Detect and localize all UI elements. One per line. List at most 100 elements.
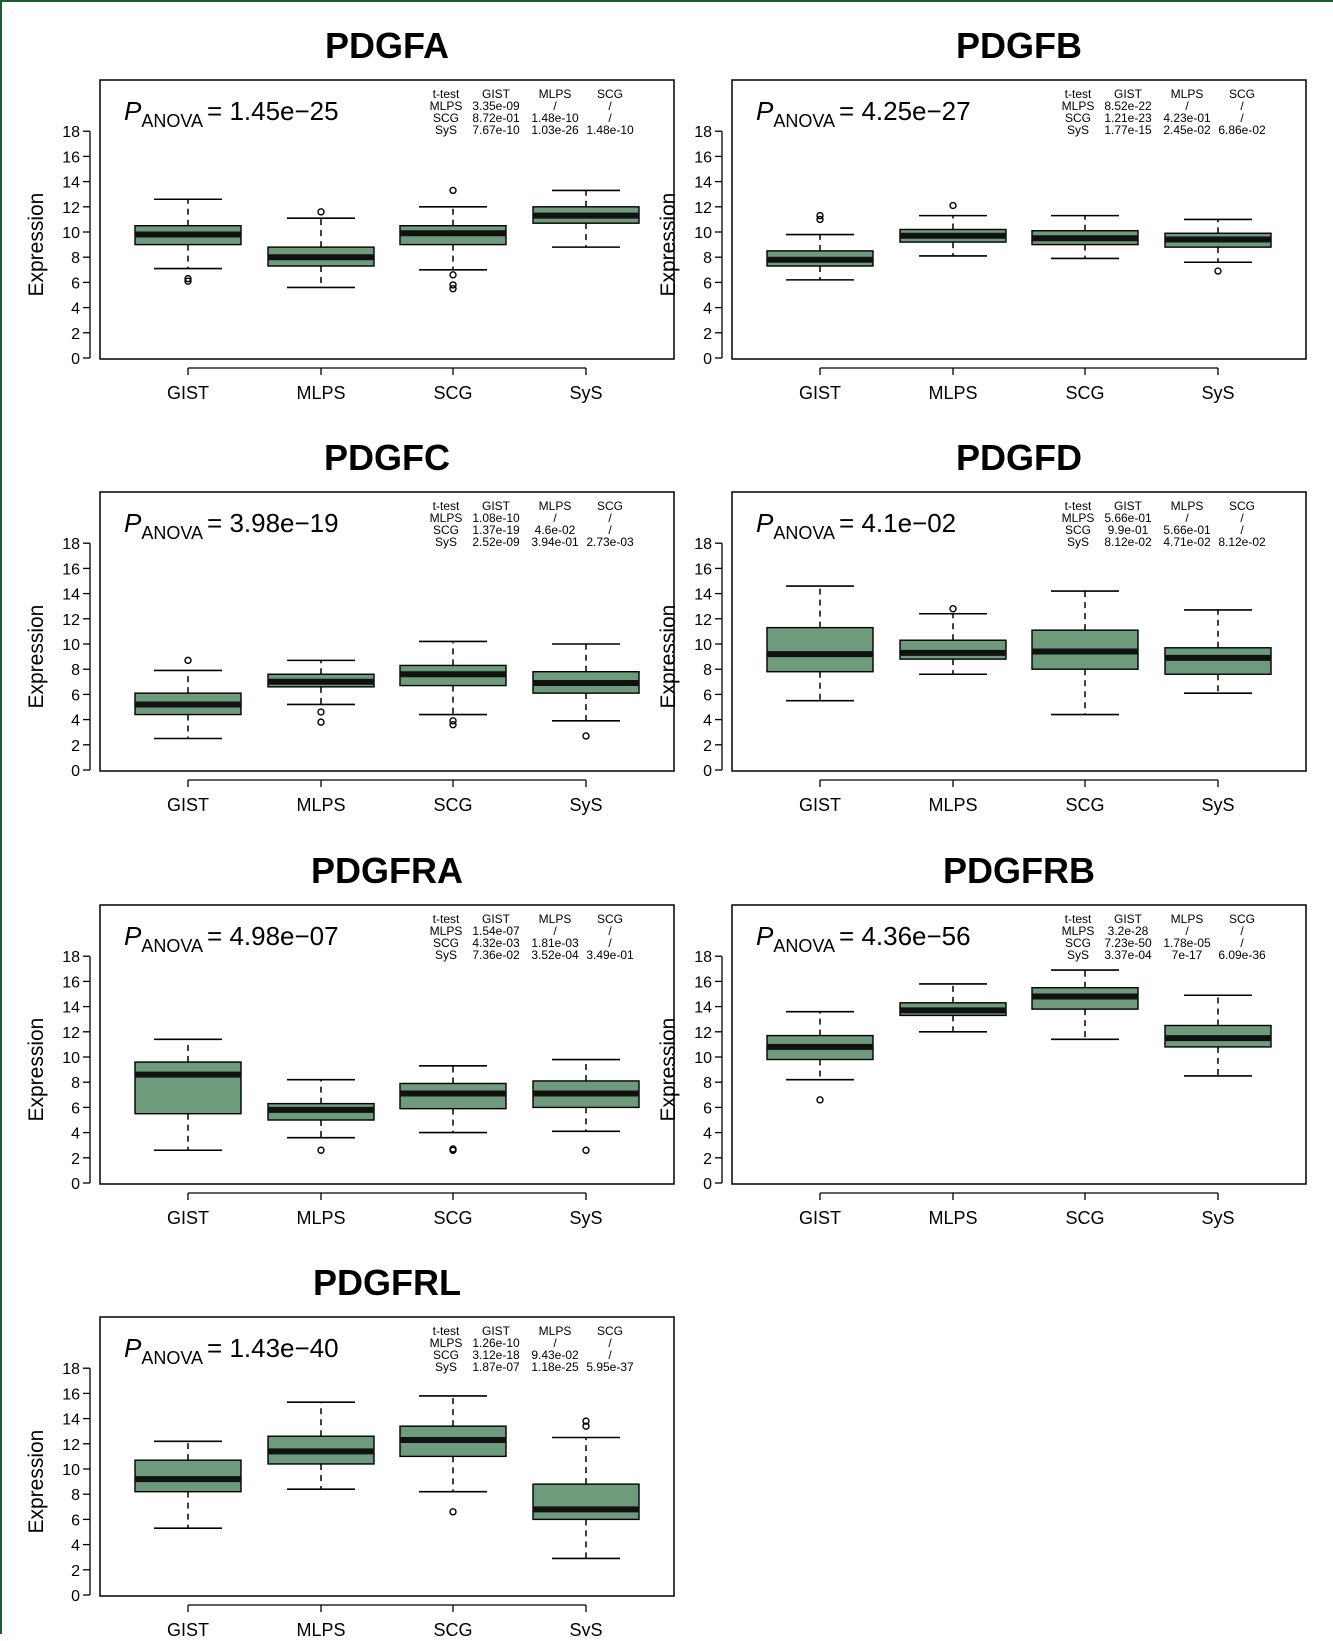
y-tick-label: 10 <box>694 225 712 242</box>
box-gist <box>134 198 242 285</box>
anova-value: = 4.98e−07 <box>207 921 339 951</box>
anova-pvalue: PANOVA = 4.36e−56 <box>756 921 971 956</box>
ttest-cell: 8.12e-02 <box>1104 535 1152 549</box>
x-tick-label: MLPS <box>296 383 345 403</box>
ttest-cell: / <box>608 523 612 537</box>
y-tick-label: 18 <box>694 124 712 141</box>
ttest-cell: GIST <box>482 499 511 513</box>
ttest-cell: SCG <box>1229 499 1255 513</box>
x-tick-label: MLPS <box>296 795 345 815</box>
box-sys <box>532 189 640 248</box>
ttest-cell: / <box>1185 99 1189 113</box>
plot-frame <box>99 904 675 1185</box>
anova-pvalue: PANOVA = 4.25e−27 <box>756 96 971 131</box>
y-tick-label: 2 <box>71 326 80 343</box>
outlier-point <box>816 215 824 224</box>
x-tick-label: GIST <box>799 1208 841 1228</box>
y-tick-label: 16 <box>62 149 80 166</box>
outlier-point <box>317 708 325 716</box>
ttest-cell: 9.9e-01 <box>1108 523 1149 537</box>
x-tick-label: SyS <box>1201 795 1234 815</box>
ttest-cell: SyS <box>435 535 457 549</box>
ttest-cell: 7.23e-50 <box>1104 936 1152 950</box>
box-gist <box>766 211 874 281</box>
outlier-point <box>582 732 590 740</box>
y-tick-label: 6 <box>703 687 712 704</box>
ttest-cell: GIST <box>1114 87 1143 101</box>
y-tick-label: 10 <box>62 225 80 242</box>
ttest-cell: SCG <box>1065 936 1091 950</box>
box-gist <box>766 1010 874 1104</box>
ttest-cell: 3.52e-04 <box>531 948 579 962</box>
ttest-cell: 1.26e-10 <box>472 1336 520 1350</box>
ttest-cell: SCG <box>1065 523 1091 537</box>
ttest-cell: MLPS <box>1062 924 1095 938</box>
chart-title: PDGFRL <box>313 1262 461 1303</box>
x-tick-label: SCG <box>1065 1208 1104 1228</box>
y-tick-label: 0 <box>703 1176 712 1193</box>
ttest-cell: SCG <box>597 1324 623 1338</box>
ttest-cell: SCG <box>1229 87 1255 101</box>
anova-p: P <box>124 508 142 538</box>
ttest-cell: SCG <box>597 499 623 513</box>
ttest-cell: MLPS <box>430 1336 463 1350</box>
ttest-cell: / <box>608 111 612 125</box>
y-tick-label: 8 <box>703 1075 712 1092</box>
ttest-cell: / <box>553 511 557 525</box>
x-tick-label: MLPS <box>928 1208 977 1228</box>
ttest-cell: 2.45e-02 <box>1163 123 1211 137</box>
ttest-cell: GIST <box>1114 912 1143 926</box>
box-mlps <box>899 605 1007 676</box>
ttest-cell: 3.37e-04 <box>1104 948 1152 962</box>
ttest-cell: t-test <box>433 87 460 101</box>
ttest-cell: 1.18e-25 <box>531 1360 579 1374</box>
anova-value: = 1.43e−40 <box>207 1333 339 1363</box>
anova-value: = 4.25e−27 <box>839 96 971 126</box>
ttest-cell: 5.66e-01 <box>1163 523 1211 537</box>
ttest-cell: 9.43e-02 <box>531 1348 579 1362</box>
outlier-point <box>449 1145 457 1153</box>
y-tick-label: 10 <box>62 637 80 654</box>
y-tick-label: 12 <box>694 1025 712 1042</box>
ttest-cell: MLPS <box>430 924 463 938</box>
y-tick-label: 10 <box>694 637 712 654</box>
ttest-cell: SCG <box>1065 111 1091 125</box>
anova-p: P <box>124 96 142 126</box>
x-tick-label: SCG <box>433 383 472 403</box>
chart-title: PDGFRB <box>943 850 1095 891</box>
y-tick-label: 16 <box>694 561 712 578</box>
outlier-point <box>184 656 192 665</box>
plot-frame <box>99 1316 675 1597</box>
anova-value: = 1.45e−25 <box>207 96 339 126</box>
y-tick-label: 0 <box>71 1588 80 1605</box>
ttest-cell: 4.6e-02 <box>535 523 576 537</box>
x-tick-label: SCG <box>433 1208 472 1228</box>
y-tick-label: 6 <box>71 687 80 704</box>
y-tick-label: 2 <box>71 1563 80 1580</box>
plot-frame <box>99 79 675 360</box>
ttest-cell: t-test <box>1065 912 1092 926</box>
ttest-cell: 7e-17 <box>1172 948 1203 962</box>
anova-p: P <box>124 1333 142 1363</box>
y-tick-label: 4 <box>703 301 712 318</box>
y-tick-label: 0 <box>71 351 80 368</box>
ttest-cell: / <box>1240 523 1244 537</box>
ttest-cell: 8.72e-01 <box>472 111 520 125</box>
y-tick-label: 10 <box>62 1462 80 1479</box>
ttest-cell: SyS <box>1067 948 1089 962</box>
anova-subscript: ANOVA <box>141 111 203 131</box>
ttest-cell: MLPS <box>1171 87 1204 101</box>
anova-subscript: ANOVA <box>773 111 835 131</box>
ttest-cell: SCG <box>433 936 459 950</box>
y-tick-label: 0 <box>703 763 712 780</box>
plot-frame <box>99 491 675 772</box>
ttest-cell: / <box>608 936 612 950</box>
box-mlps <box>267 1401 375 1490</box>
x-tick-label: GIST <box>167 383 209 403</box>
y-tick-label: 0 <box>71 1176 80 1193</box>
ttest-cell: 3.2e-28 <box>1108 924 1149 938</box>
box-scg <box>399 1395 507 1516</box>
